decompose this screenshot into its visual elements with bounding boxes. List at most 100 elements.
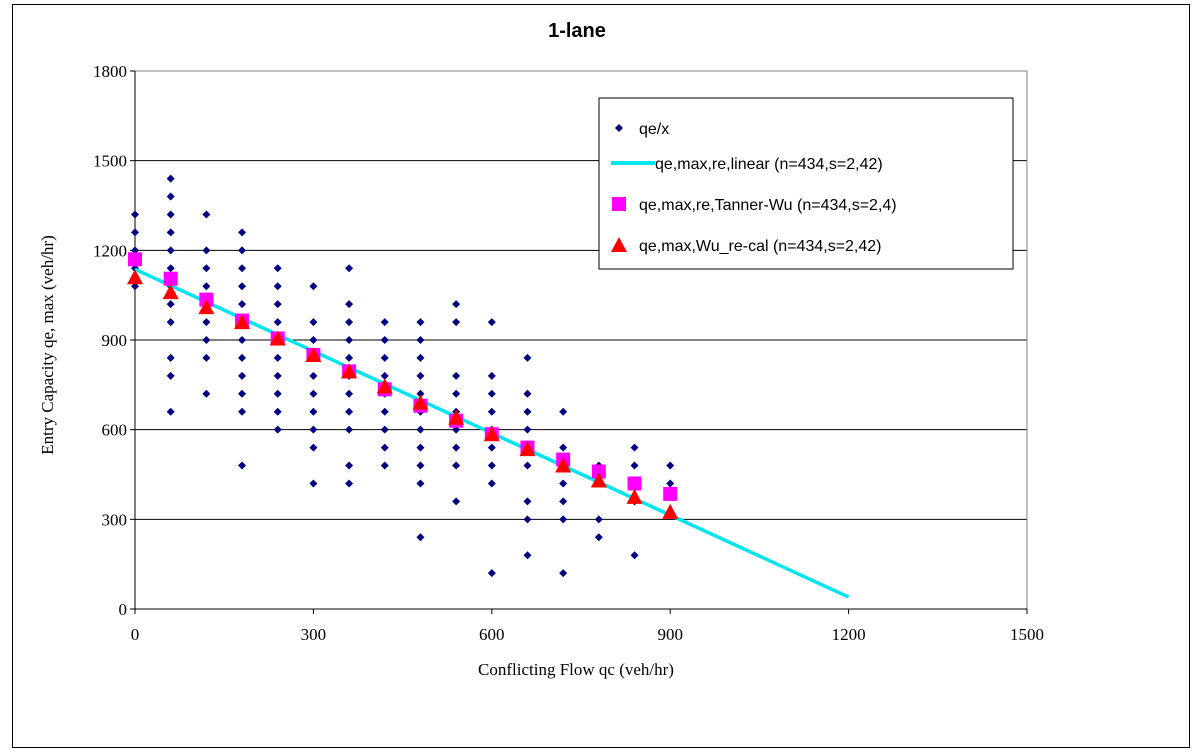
data-point-diamond xyxy=(202,353,211,362)
data-point-diamond xyxy=(238,461,247,470)
data-point-diamond xyxy=(273,425,282,434)
data-point-diamond xyxy=(559,479,568,488)
legend: qe/x qe,max,re,linear (n=434,s=2,42) qe,ma… xyxy=(598,97,1014,270)
data-point-diamond xyxy=(487,569,496,578)
data-point-diamond xyxy=(273,300,282,309)
data-marks xyxy=(127,174,850,599)
data-point-diamond xyxy=(345,389,354,398)
data-point-diamond xyxy=(202,282,211,291)
data-point-diamond xyxy=(238,246,247,255)
y-tick-label: 900 xyxy=(102,331,128,350)
x-tick-labels: 0 300 600 900 1200 1500 xyxy=(131,625,1044,644)
data-point-diamond xyxy=(380,443,389,452)
chart-title: 1-lane xyxy=(548,20,606,42)
data-point-diamond xyxy=(238,353,247,362)
data-point-diamond xyxy=(345,461,354,470)
data-point-diamond xyxy=(452,300,461,309)
data-point-diamond xyxy=(166,264,175,273)
data-point-diamond xyxy=(523,497,532,506)
x-tick-label: 300 xyxy=(301,625,327,644)
data-point-diamond xyxy=(452,389,461,398)
data-point-diamond xyxy=(202,389,211,398)
data-point-triangle xyxy=(198,299,215,315)
data-point-diamond xyxy=(238,407,247,416)
data-point-diamond xyxy=(202,246,211,255)
data-point-diamond xyxy=(202,210,211,219)
data-point-diamond xyxy=(380,371,389,380)
data-point-diamond xyxy=(238,264,247,273)
x-tick-label: 900 xyxy=(657,625,683,644)
data-point-diamond xyxy=(273,353,282,362)
data-point-diamond xyxy=(238,282,247,291)
x-tick-label: 0 xyxy=(131,625,140,644)
data-point-diamond xyxy=(487,389,496,398)
scatter-chart: 1-lane 0 300 600 900 1200 1500 1800 0 300 600 900… xyxy=(38,20,1044,679)
data-point-diamond xyxy=(452,497,461,506)
data-point-diamond xyxy=(416,318,425,327)
data-point-diamond xyxy=(416,443,425,452)
data-point-diamond xyxy=(380,461,389,470)
data-point-diamond xyxy=(380,425,389,434)
y-tick-labels: 0 300 600 900 1200 1500 1800 xyxy=(93,62,127,619)
data-point-diamond xyxy=(487,318,496,327)
legend-entry-label: qe,max,Wu_re-cal (n=434,s=2,42) xyxy=(639,238,882,255)
data-point-triangle xyxy=(483,426,500,442)
data-point-diamond xyxy=(594,515,603,524)
y-tick-label: 1500 xyxy=(93,152,127,171)
data-point-diamond xyxy=(487,461,496,470)
data-point-square xyxy=(591,464,606,479)
data-point-diamond xyxy=(416,533,425,542)
legend-swatch-triangle xyxy=(611,237,627,252)
data-point-square xyxy=(128,252,142,267)
data-point-diamond xyxy=(452,461,461,470)
y-tick-label: 1800 xyxy=(93,62,127,81)
data-point-diamond xyxy=(166,371,175,380)
data-point-diamond xyxy=(166,210,175,219)
data-point-triangle xyxy=(519,441,536,457)
x-tick-label: 600 xyxy=(479,625,505,644)
data-point-diamond xyxy=(309,371,318,380)
data-point-triangle xyxy=(590,472,607,488)
data-point-diamond xyxy=(166,192,175,201)
data-point-diamond xyxy=(345,336,354,344)
data-point-triangle xyxy=(162,284,179,300)
data-point-diamond xyxy=(630,461,639,470)
data-point-triangle xyxy=(127,269,143,285)
data-point-diamond xyxy=(345,300,354,309)
data-point-diamond xyxy=(666,461,675,470)
data-point-diamond xyxy=(345,353,354,362)
data-point-diamond xyxy=(416,353,425,362)
data-point-diamond xyxy=(345,425,354,434)
y-tick-label: 600 xyxy=(102,421,128,440)
data-point-diamond xyxy=(166,228,175,237)
y-tick-label: 1200 xyxy=(93,241,127,260)
data-point-diamond xyxy=(309,407,318,416)
data-point-diamond xyxy=(238,300,247,309)
data-point-square xyxy=(163,271,178,286)
data-point-diamond xyxy=(523,551,532,560)
data-point-square xyxy=(663,486,678,501)
data-point-diamond xyxy=(523,389,532,398)
data-point-triangle xyxy=(376,378,393,394)
data-point-diamond xyxy=(166,318,175,327)
data-point-diamond xyxy=(309,389,318,398)
y-tick-label: 300 xyxy=(102,510,128,529)
data-point-diamond xyxy=(166,174,175,183)
data-point-diamond xyxy=(345,318,354,327)
data-point-diamond xyxy=(380,318,389,327)
data-point-diamond xyxy=(273,318,282,327)
data-point-triangle xyxy=(269,330,286,346)
chart-frame: 1-lane 0 300 600 900 1200 1500 1800 0 300 600 900… xyxy=(12,4,1190,748)
data-point-square xyxy=(627,476,642,491)
data-point-triangle xyxy=(626,488,643,504)
data-point-triangle xyxy=(448,409,465,425)
data-point-diamond xyxy=(416,461,425,470)
data-point-diamond xyxy=(559,569,568,578)
data-point-diamond xyxy=(131,228,139,237)
legend-entry-label: qe,max,re,Tanner-Wu (n=434,s=2,4) xyxy=(639,197,897,214)
data-point-diamond xyxy=(666,479,675,488)
legend-box xyxy=(598,97,1014,270)
data-point-diamond xyxy=(238,336,247,344)
data-point-diamond xyxy=(166,246,175,255)
data-point-diamond xyxy=(523,515,532,524)
